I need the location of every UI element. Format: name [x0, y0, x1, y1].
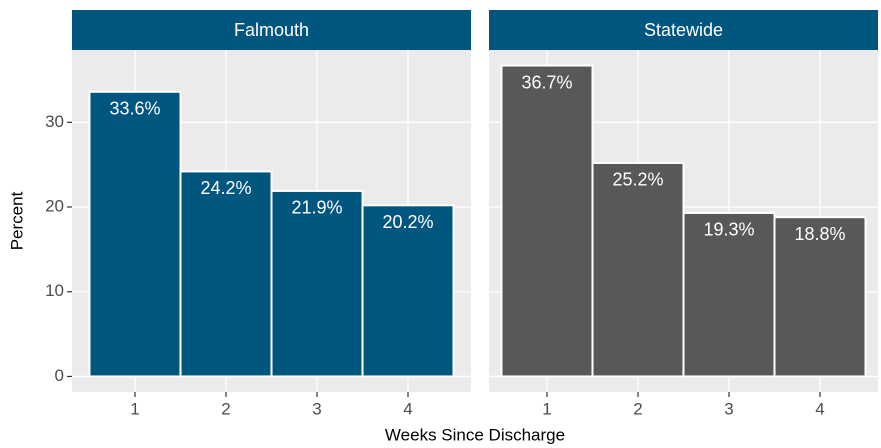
x-tick-label: 3 [724, 399, 733, 418]
x-tick-label: 1 [542, 399, 551, 418]
y-tick-label: 20 [45, 197, 64, 216]
value-label: 25.2% [612, 170, 663, 190]
value-label: 24.2% [200, 178, 251, 198]
value-label: 33.6% [109, 99, 160, 119]
y-tick-label: 30 [45, 112, 64, 131]
x-tick-label: 2 [633, 399, 642, 418]
strip-background [72, 10, 471, 50]
panel-title: Falmouth [234, 20, 309, 40]
x-tick-label: 4 [403, 399, 412, 418]
value-label: 19.3% [703, 220, 754, 240]
x-tick-label: 4 [815, 399, 824, 418]
bar [361, 204, 455, 378]
value-label: 21.9% [291, 198, 342, 218]
panel-title: Statewide [644, 20, 723, 40]
bar [591, 161, 685, 378]
y-axis-title: Percent [7, 191, 26, 250]
bar [773, 216, 867, 378]
bar [179, 170, 273, 378]
bar [88, 90, 182, 378]
x-tick-label: 2 [221, 399, 230, 418]
x-tick-label: 3 [312, 399, 321, 418]
strip-background [489, 10, 878, 50]
value-label: 20.2% [382, 212, 433, 232]
y-tick-label: 0 [55, 366, 64, 385]
x-axis-title: Weeks Since Discharge [385, 425, 565, 444]
x-tick-label: 1 [130, 399, 139, 418]
y-tick-label: 10 [45, 281, 64, 300]
value-label: 36.7% [521, 72, 572, 92]
value-label: 18.8% [794, 224, 845, 244]
bar [270, 189, 364, 378]
bar [500, 64, 594, 378]
